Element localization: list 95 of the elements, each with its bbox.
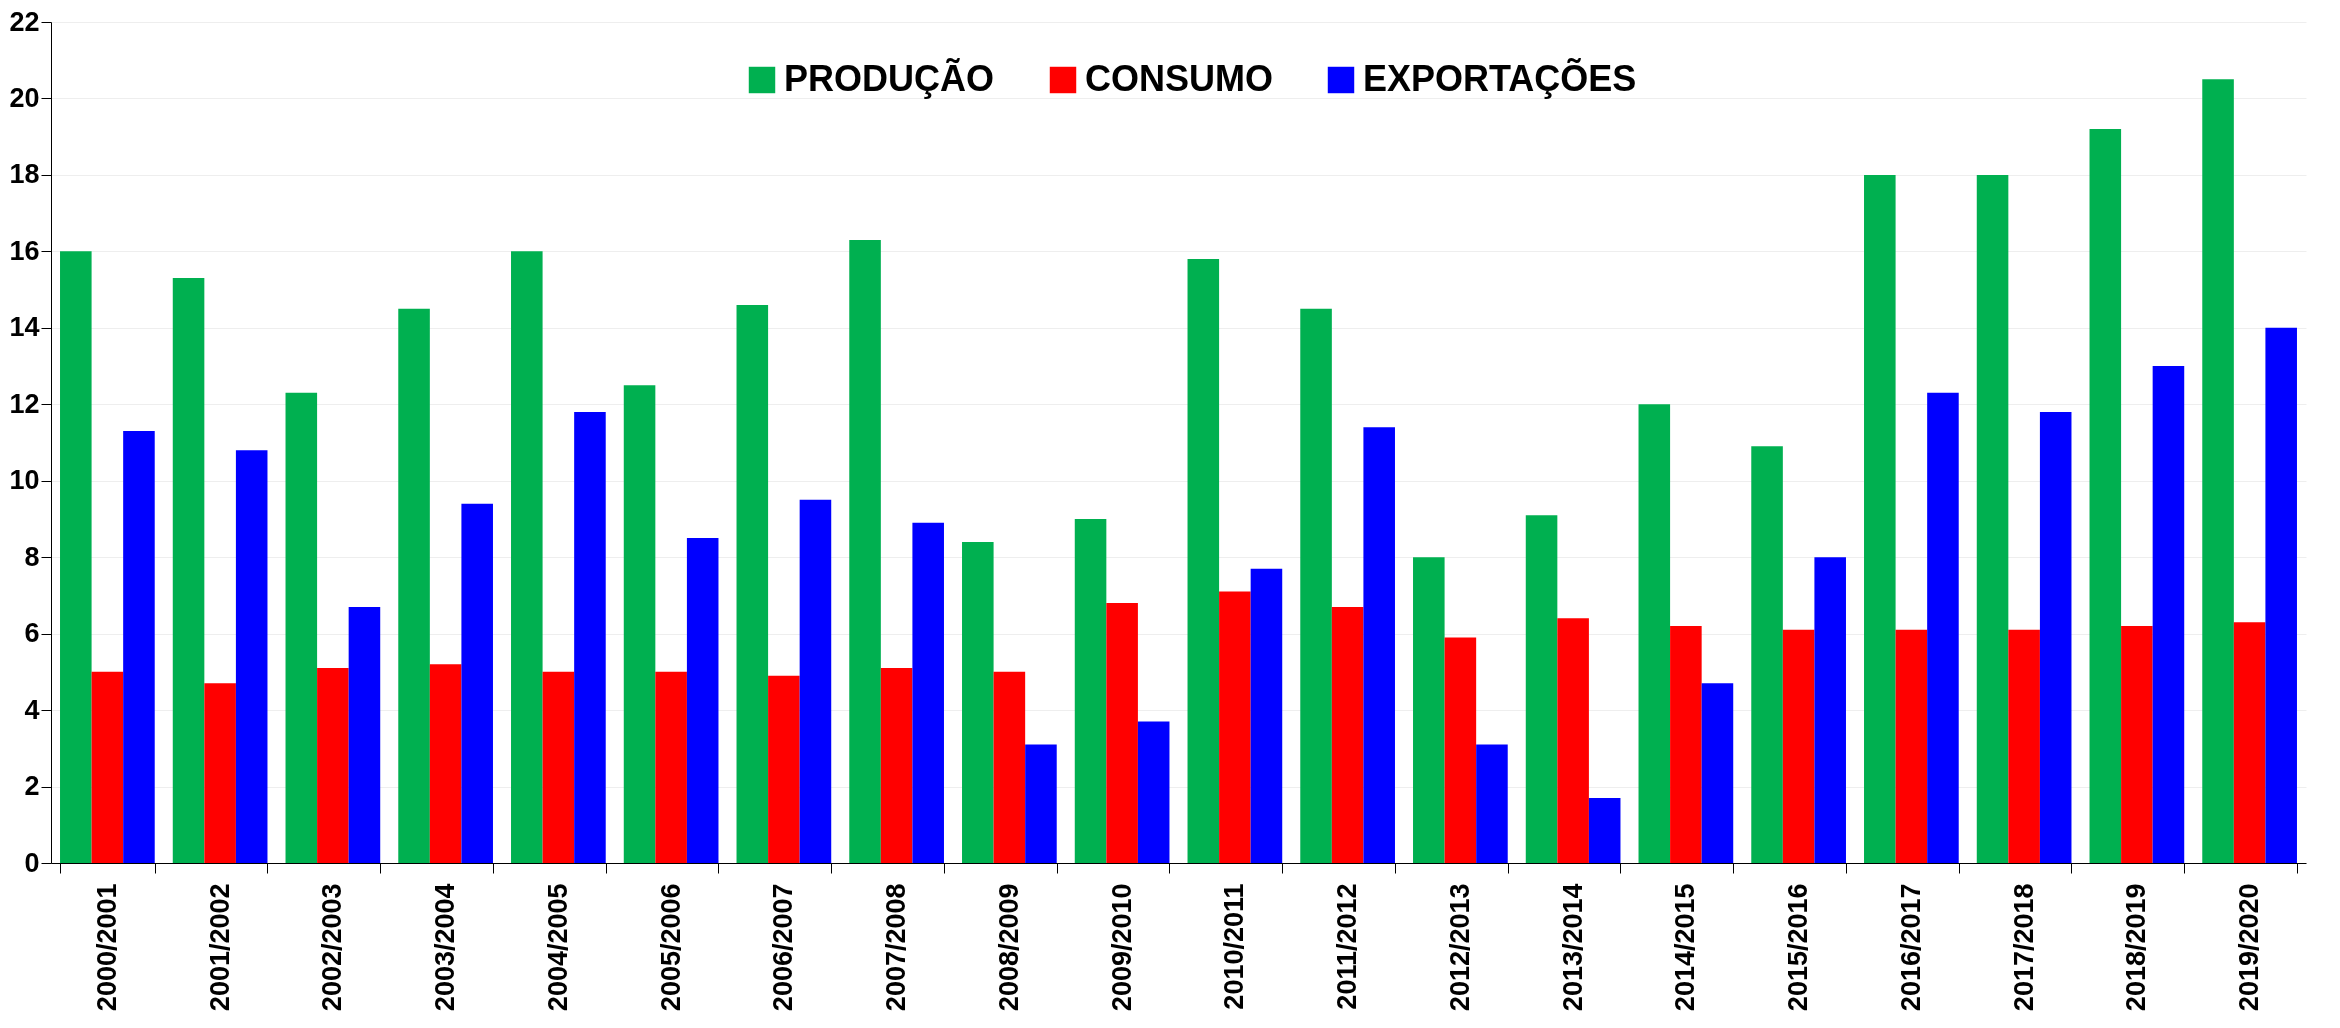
bar — [1074, 518, 1107, 863]
bar — [285, 392, 318, 863]
x-tick-label: 2001/2002 — [204, 883, 235, 1012]
bar — [123, 431, 155, 863]
y-tick-label: 10 — [9, 465, 40, 496]
bar — [962, 541, 994, 863]
bar — [1638, 404, 1671, 863]
bar — [1413, 557, 1445, 863]
bar — [398, 308, 430, 863]
y-tick-label: 14 — [9, 312, 40, 343]
bar — [91, 671, 124, 863]
x-tick-label: 2013/2014 — [1557, 883, 1588, 1012]
y-tick-label: 18 — [9, 159, 40, 190]
bar — [2202, 79, 2234, 863]
bar — [60, 251, 92, 863]
bar — [768, 675, 800, 863]
x-tick-label: 2017/2018 — [2008, 883, 2039, 1012]
x-tick-label: 2012/2013 — [1444, 883, 1475, 1012]
bar — [2039, 411, 2072, 863]
y-tick-label: 22 — [9, 6, 40, 37]
bar — [799, 499, 832, 863]
bar — [1137, 721, 1170, 863]
bar — [912, 522, 944, 863]
bar — [2089, 129, 2122, 863]
x-tick-label: 2019/2020 — [2234, 883, 2265, 1012]
bar — [1525, 515, 1558, 863]
x-tick-label: 2007/2008 — [881, 883, 912, 1012]
bar — [849, 239, 881, 863]
bar — [993, 671, 1026, 863]
y-tick-label: 6 — [24, 618, 40, 649]
bar — [1814, 557, 1846, 863]
y-tick-label: 20 — [9, 82, 40, 113]
y-tick-label: 8 — [24, 541, 40, 572]
bar — [2265, 327, 2297, 863]
bar — [1444, 637, 1477, 863]
bar — [2233, 622, 2266, 863]
bar — [1588, 798, 1621, 863]
legend-label: CONSUMO — [1085, 58, 1273, 99]
bar — [623, 385, 656, 863]
x-tick-label: 2016/2017 — [1895, 883, 1926, 1012]
bar — [542, 671, 575, 863]
bar — [655, 671, 687, 863]
y-tick-label: 4 — [24, 694, 40, 725]
x-tick-label: 2002/2003 — [317, 883, 348, 1012]
bar — [1363, 427, 1395, 863]
x-tick-label: 2015/2016 — [1783, 883, 1814, 1012]
x-tick-label: 2006/2007 — [768, 883, 799, 1012]
bar — [1025, 744, 1057, 863]
bar — [204, 683, 236, 863]
bar — [880, 668, 913, 863]
bar — [1219, 591, 1251, 863]
bar — [1106, 603, 1138, 863]
x-tick-label: 2003/2004 — [430, 883, 461, 1012]
x-tick-label: 2005/2006 — [655, 883, 686, 1012]
bar — [2008, 629, 2040, 863]
bar — [1300, 308, 1332, 863]
bar — [235, 450, 268, 863]
legend-label: EXPORTAÇÕES — [1363, 57, 1637, 99]
x-tick-label: 2014/2015 — [1670, 883, 1701, 1012]
bar — [461, 503, 493, 863]
bar — [574, 411, 606, 863]
bar — [1557, 618, 1589, 863]
x-tick-label: 2008/2009 — [993, 883, 1024, 1012]
bar — [736, 304, 769, 863]
x-tick-label: 2004/2005 — [542, 883, 573, 1012]
bar — [429, 664, 462, 863]
bar — [348, 606, 381, 863]
y-tick-label: 12 — [9, 388, 40, 419]
bar — [1250, 568, 1283, 863]
bar — [1751, 446, 1783, 863]
bar — [1976, 174, 2009, 863]
bar — [1331, 606, 1364, 863]
bar — [2152, 366, 2185, 863]
x-tick-label: 2009/2010 — [1106, 883, 1137, 1012]
y-tick-label: 0 — [24, 847, 40, 878]
bar — [172, 278, 205, 863]
bar — [1927, 392, 1959, 863]
bar — [1701, 683, 1734, 863]
bar — [1895, 629, 1928, 863]
bar — [686, 538, 719, 863]
x-tick-label: 2018/2019 — [2121, 883, 2152, 1012]
x-tick-label: 2011/2012 — [1332, 883, 1363, 1010]
x-tick-label: 2000/2001 — [91, 883, 122, 1012]
bar — [1670, 625, 1702, 863]
bar — [317, 668, 349, 863]
bar — [1864, 174, 1896, 863]
x-tick-label: 2010/2011 — [1219, 883, 1250, 1010]
bar — [2121, 625, 2153, 863]
bar — [1782, 629, 1815, 863]
bar — [1476, 744, 1508, 863]
legend-label: PRODUÇÃO — [784, 57, 995, 99]
bar — [1187, 259, 1220, 863]
y-tick-label: 2 — [24, 771, 40, 802]
bar — [511, 251, 543, 863]
y-tick-label: 16 — [9, 235, 40, 266]
